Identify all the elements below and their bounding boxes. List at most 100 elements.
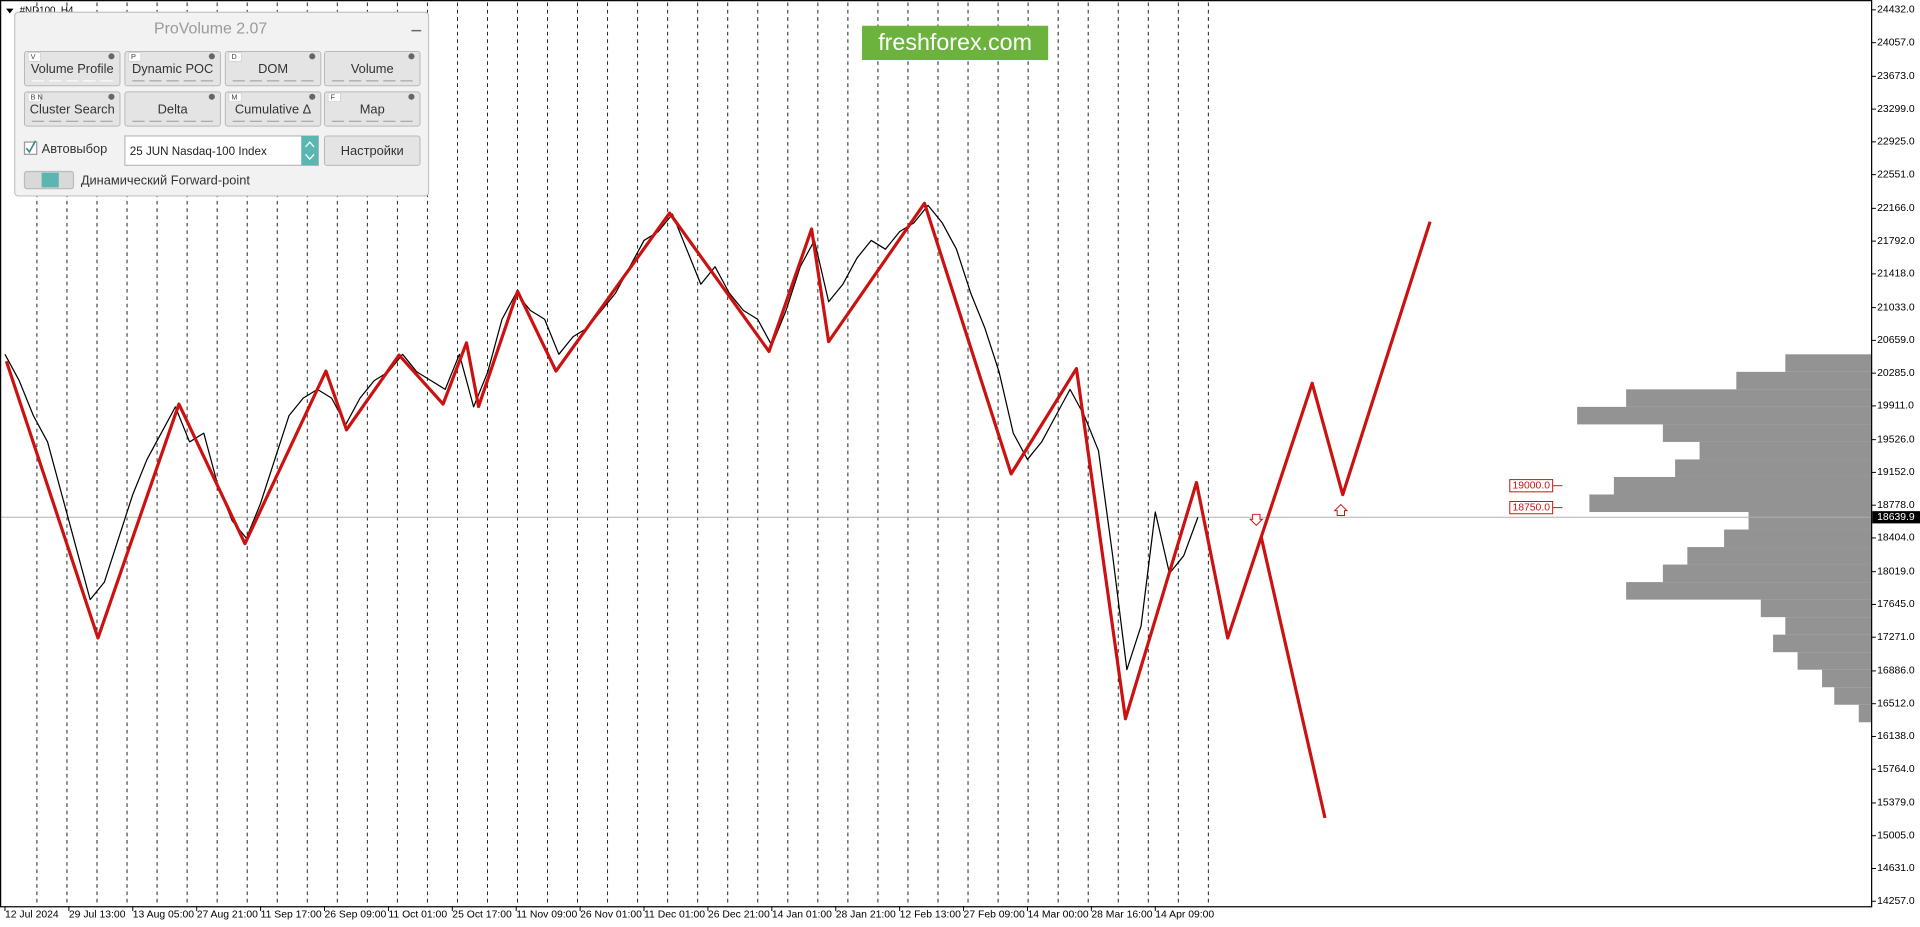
volume-profile-bar bbox=[1687, 547, 1872, 565]
x-tick-label: 29 Jul 13:00 bbox=[69, 909, 126, 920]
x-tick-label: 14 Jan 01:00 bbox=[772, 909, 832, 920]
volume-profile-bar bbox=[1760, 599, 1872, 618]
symbol-label: #ND100, H4 bbox=[20, 6, 74, 17]
y-tick-label: 15005.0 bbox=[1877, 830, 1915, 841]
button-label: Cluster Search bbox=[30, 102, 115, 117]
hotkey-label: P bbox=[131, 52, 136, 61]
x-tick-label: 14 Mar 00:00 bbox=[1027, 909, 1088, 920]
forward-label: Динамический Forward-point bbox=[81, 173, 251, 188]
last-price-label: 18639.9 bbox=[1877, 512, 1915, 523]
x-tick-label: 12 Jul 2024 bbox=[5, 909, 59, 920]
volume-profile-bar bbox=[1626, 582, 1872, 600]
volume-profile-bar bbox=[1858, 704, 1872, 723]
y-tick-label: 16886.0 bbox=[1877, 666, 1915, 677]
panel-button[interactable] bbox=[224, 91, 322, 127]
y-tick-label: 24057.0 bbox=[1877, 37, 1915, 48]
x-tick-label: 27 Aug 21:00 bbox=[197, 909, 258, 920]
button-gear bbox=[408, 53, 415, 60]
hotkey-label: F bbox=[331, 92, 336, 101]
volume-profile-bar bbox=[1797, 652, 1872, 670]
button-label: Delta bbox=[158, 102, 189, 117]
volume-profile-bar bbox=[1822, 669, 1872, 688]
spinner-arrows bbox=[305, 141, 315, 161]
level-label: 18750.0 bbox=[1512, 502, 1550, 513]
y-tick-label: 18778.0 bbox=[1877, 500, 1915, 511]
x-tick-label: 13 Aug 05:00 bbox=[133, 909, 194, 920]
button-label: Map bbox=[360, 102, 385, 117]
y-tick-label: 15379.0 bbox=[1877, 798, 1915, 809]
y-tick-label: 22166.0 bbox=[1877, 203, 1915, 214]
volume-profile-bar bbox=[1748, 512, 1872, 530]
y-tick-label: 19526.0 bbox=[1877, 434, 1915, 445]
y-tick-label: 19152.0 bbox=[1877, 467, 1915, 478]
hotkey-tag bbox=[228, 52, 242, 62]
x-tick-label: 26 Dec 21:00 bbox=[708, 909, 770, 920]
button-gear bbox=[309, 53, 316, 60]
level-box bbox=[1509, 501, 1554, 515]
panel-button[interactable] bbox=[24, 50, 121, 87]
hotkey-tag bbox=[327, 92, 341, 102]
x-tick-label: 12 Feb 13:00 bbox=[900, 909, 961, 920]
x-tick-label: 28 Jan 21:00 bbox=[836, 909, 896, 920]
panel-button[interactable] bbox=[224, 50, 322, 87]
y-tick-label: 23299.0 bbox=[1877, 104, 1915, 115]
y-tick-label: 14631.0 bbox=[1877, 863, 1915, 874]
x-tick-label: 28 Mar 16:00 bbox=[1091, 909, 1152, 920]
volume-profile-bar bbox=[1773, 634, 1872, 653]
settings-label: Настройки bbox=[341, 143, 404, 158]
panel-button[interactable] bbox=[324, 50, 421, 87]
y-tick-label: 18404.0 bbox=[1877, 533, 1915, 544]
panel-button[interactable] bbox=[324, 91, 421, 127]
volume-profile-bar bbox=[1785, 354, 1872, 372]
panel-button[interactable] bbox=[124, 91, 221, 127]
y-tick-label: 21418.0 bbox=[1877, 269, 1915, 280]
volume-profile-bar bbox=[1613, 476, 1872, 495]
buy-arrow bbox=[1333, 503, 1349, 517]
volume-profile-bar bbox=[1724, 529, 1872, 548]
settings-button[interactable] bbox=[324, 135, 421, 166]
checkmark bbox=[25, 140, 37, 154]
volume-profile-bar bbox=[1662, 424, 1872, 442]
button-gear bbox=[108, 53, 115, 60]
y-tick-label: 21792.0 bbox=[1877, 236, 1915, 247]
panel-button[interactable] bbox=[124, 50, 221, 87]
y-tick-label: 16138.0 bbox=[1877, 731, 1915, 742]
y-tick-label: 17271.0 bbox=[1877, 632, 1915, 643]
x-tick-label: 11 Sep 17:00 bbox=[261, 909, 322, 920]
x-tick-label: 26 Nov 01:00 bbox=[580, 909, 642, 920]
watermark-text: freshforex.com bbox=[878, 29, 1032, 55]
hotkey-tag bbox=[128, 52, 142, 62]
y-tick-label: 16512.0 bbox=[1877, 698, 1915, 709]
x-tick-label: 14 Apr 09:00 bbox=[1155, 909, 1214, 920]
symbol-menu-arrow[interactable] bbox=[6, 8, 14, 14]
hotkey-label: M bbox=[231, 92, 237, 101]
panel-button[interactable] bbox=[24, 91, 121, 127]
watermark: freshforex.com bbox=[862, 25, 1049, 61]
volume-profile-bar bbox=[1626, 389, 1872, 407]
button-label: Dynamic POC bbox=[132, 61, 213, 76]
y-tick-label: 14257.0 bbox=[1877, 896, 1915, 907]
volume-profile-bar bbox=[1577, 406, 1872, 425]
combo-spinner[interactable] bbox=[301, 135, 319, 166]
panel-title: ProVolume 2.07 bbox=[154, 21, 267, 38]
volume-profile-bar bbox=[1834, 687, 1872, 705]
button-label: Volume Profile bbox=[31, 61, 114, 76]
instrument-text: 25 JUN Nasdaq-100 Index bbox=[130, 145, 267, 158]
sell-arrow bbox=[1249, 513, 1264, 527]
x-tick-label: 11 Dec 01:00 bbox=[644, 909, 705, 920]
y-tick-label: 21033.0 bbox=[1877, 302, 1915, 313]
x-tick-label: 11 Nov 09:00 bbox=[516, 909, 577, 920]
watermark-box bbox=[862, 25, 1049, 61]
hotkey-tag bbox=[27, 52, 41, 62]
x-tick-label: 27 Feb 09:00 bbox=[964, 909, 1025, 920]
y-tick-label: 22925.0 bbox=[1877, 137, 1915, 148]
y-tick-label: 15764.0 bbox=[1877, 764, 1915, 775]
y-tick-label: 20659.0 bbox=[1877, 335, 1915, 346]
y-tick-label: 17645.0 bbox=[1877, 599, 1915, 610]
volume-profile-bar bbox=[1662, 564, 1872, 583]
volume-profile-bar bbox=[1736, 371, 1872, 390]
button-gear bbox=[208, 53, 215, 60]
button-gear bbox=[208, 93, 215, 100]
